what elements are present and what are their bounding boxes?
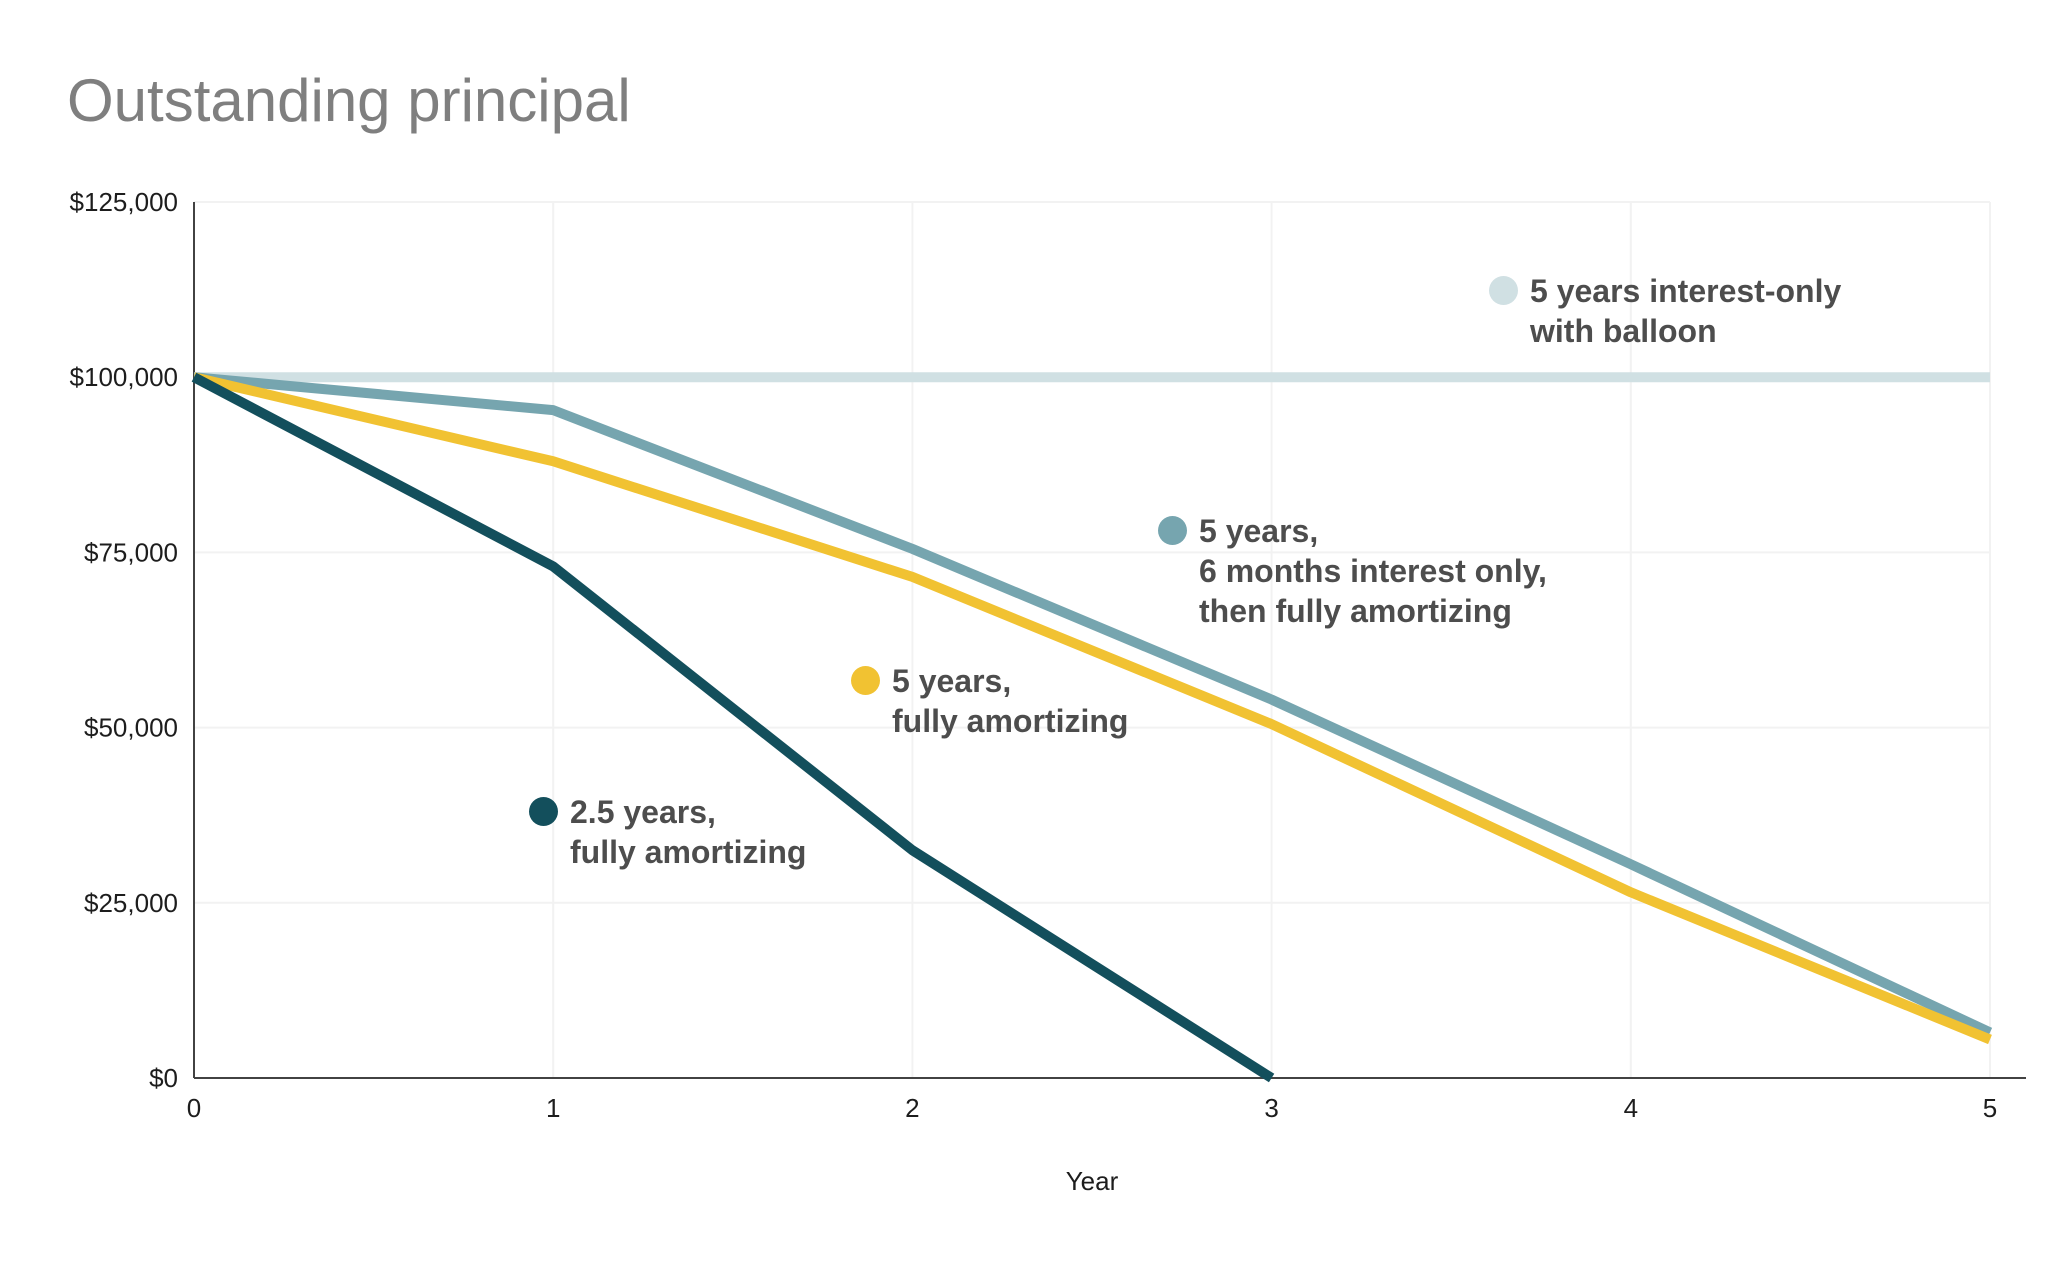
y-tick-label: $50,000 <box>84 713 178 743</box>
series-line <box>193 372 1993 1037</box>
y-tick-label: $75,000 <box>84 537 178 567</box>
x-tick-label: 0 <box>187 1093 201 1123</box>
x-axis-title: Year <box>1065 1166 1119 1196</box>
y-tick-label: $0 <box>149 1063 178 1093</box>
x-tick-label: 4 <box>1624 1093 1638 1123</box>
series-line <box>191 372 1275 1083</box>
x-tick-label: 3 <box>1264 1093 1278 1123</box>
x-tick-label: 2 <box>905 1093 919 1123</box>
x-tick-label: 5 <box>1983 1093 1997 1123</box>
series-line <box>192 372 1992 1045</box>
y-tick-label: $100,000 <box>70 362 178 392</box>
y-tick-label: $25,000 <box>84 888 178 918</box>
y-tick-label: $125,000 <box>70 187 178 217</box>
chart-title: Outstanding principal <box>67 67 631 134</box>
x-tick-label: 1 <box>546 1093 560 1123</box>
